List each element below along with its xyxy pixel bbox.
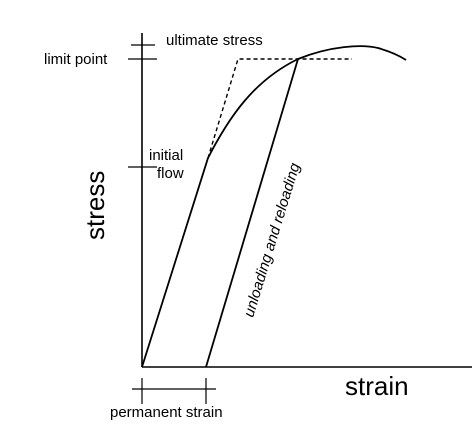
idealized-dashed-curve <box>207 58 352 159</box>
stress-strain-curve <box>141 45 407 368</box>
unloading-reloading-label: unloading and reloading <box>241 160 304 319</box>
ultimate-stress-label: ultimate stress <box>166 32 263 49</box>
initial-flow-label-line2: flow <box>157 165 184 182</box>
stress-axis-title: stress <box>80 171 110 240</box>
initial-flow-label-line1: initial <box>149 147 183 164</box>
limit-point-label: limit point <box>44 51 108 68</box>
unloading-reloading-line <box>205 58 299 368</box>
permanent-strain-label: permanent strain <box>110 404 223 421</box>
strain-axis-title: strain <box>345 371 409 401</box>
